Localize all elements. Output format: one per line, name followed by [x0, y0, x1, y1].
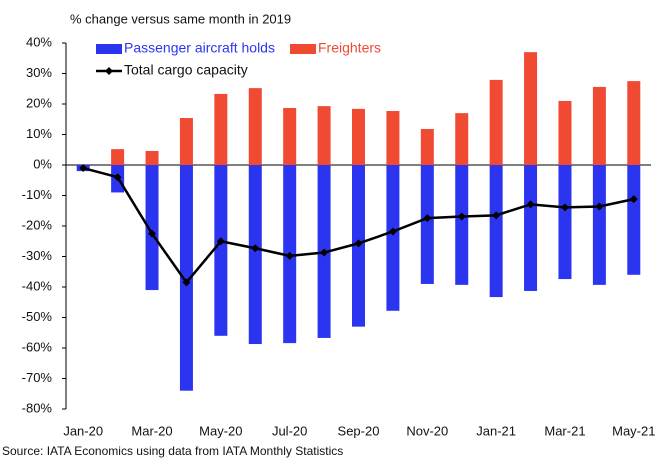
- bar: [558, 100, 572, 165]
- x-tick-label: Jan-20: [63, 423, 103, 438]
- marker: [251, 244, 260, 253]
- bar: [386, 111, 400, 165]
- legend-label: Freighters: [318, 40, 381, 56]
- marker: [423, 214, 432, 223]
- y-tick-label: -50%: [22, 309, 53, 324]
- legend-label: Total cargo capacity: [124, 62, 248, 78]
- bar: [489, 165, 503, 298]
- marker: [320, 248, 329, 257]
- x-tick-label: Sep-20: [338, 423, 380, 438]
- x-tick-label: Jan-21: [476, 423, 516, 438]
- y-tick-label: -80%: [22, 400, 53, 415]
- y-tick-label: 40%: [26, 34, 52, 49]
- marker: [285, 251, 294, 260]
- marker: [560, 203, 569, 212]
- x-tick-label: Mar-21: [544, 423, 585, 438]
- y-tick-label: -70%: [22, 370, 53, 385]
- legend-swatch: [96, 44, 122, 54]
- marker: [216, 237, 225, 246]
- y-tick-label: -40%: [22, 278, 53, 293]
- bar: [317, 106, 331, 165]
- marker: [457, 212, 466, 221]
- y-tick-label: 30%: [26, 65, 52, 80]
- legend-label: Passenger aircraft holds: [124, 40, 275, 56]
- bar: [214, 165, 228, 336]
- bar: [145, 150, 159, 165]
- bar: [524, 52, 538, 165]
- bar: [248, 88, 262, 165]
- legend-marker: [105, 67, 113, 75]
- y-tick-label: -30%: [22, 248, 53, 263]
- x-tick-label: Nov-20: [406, 423, 448, 438]
- y-tick-label: 20%: [26, 95, 52, 110]
- bar: [214, 93, 228, 165]
- bar: [145, 165, 159, 291]
- marker: [629, 195, 638, 204]
- y-tick-label: -60%: [22, 339, 53, 354]
- bar: [420, 165, 434, 284]
- bar: [179, 118, 193, 165]
- bar: [627, 81, 641, 165]
- x-tick-label: May-21: [612, 423, 655, 438]
- bar: [352, 108, 365, 165]
- marker: [79, 164, 88, 173]
- bar: [455, 165, 469, 285]
- x-tick-label: Mar-20: [131, 423, 172, 438]
- marker: [388, 227, 397, 236]
- marker: [595, 202, 604, 211]
- marker: [113, 173, 122, 182]
- y-tick-label: -10%: [22, 187, 53, 202]
- bar: [386, 165, 400, 311]
- bar: [179, 165, 193, 391]
- y-tick-label: 0%: [33, 156, 52, 171]
- bar: [558, 165, 572, 280]
- y-tick-label: -20%: [22, 217, 53, 232]
- x-tick-label: May-20: [199, 423, 242, 438]
- y-tick-label: 10%: [26, 126, 52, 141]
- chart-title: % change versus same month in 2019: [70, 11, 291, 26]
- source: Source: IATA Economics using data from I…: [2, 444, 343, 458]
- bar: [489, 79, 503, 165]
- x-tick-label: Jul-20: [272, 423, 307, 438]
- marker: [354, 239, 363, 248]
- bar: [592, 165, 606, 285]
- marker: [492, 211, 501, 220]
- legend-swatch: [290, 44, 316, 54]
- bar: [455, 113, 469, 165]
- marker: [182, 278, 191, 287]
- bar: [111, 149, 125, 165]
- bar: [524, 165, 538, 291]
- bar: [627, 165, 641, 275]
- bar: [283, 107, 297, 165]
- bar: [248, 165, 262, 345]
- marker: [148, 229, 157, 238]
- marker: [526, 200, 535, 209]
- bar: [592, 86, 606, 165]
- bar: [420, 129, 434, 165]
